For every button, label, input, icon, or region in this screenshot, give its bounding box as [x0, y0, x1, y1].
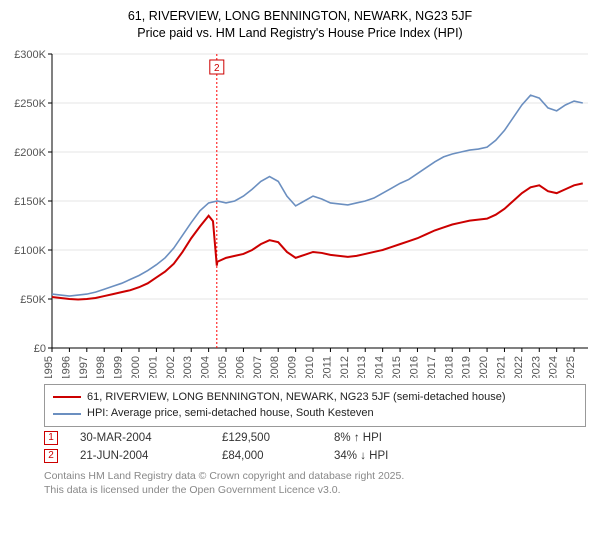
- x-tick-label: 2015: [391, 356, 403, 378]
- x-tick-label: 2009: [287, 356, 299, 378]
- x-tick-label: 2003: [182, 356, 194, 378]
- x-tick-label: 2011: [321, 356, 333, 378]
- x-tick-label: 2008: [269, 356, 281, 378]
- y-tick-label: £0: [34, 343, 46, 355]
- sale-delta: 8% ↑ HPI: [334, 432, 382, 444]
- x-tick-label: 2016: [408, 356, 420, 378]
- x-tick-label: 2020: [478, 356, 490, 378]
- sales-table: 1 30-MAR-2004 £129,500 8% ↑ HPI 2 21-JUN-2004…: [44, 431, 586, 463]
- x-tick-label: 2010: [304, 356, 316, 378]
- series-hpi: [52, 95, 583, 296]
- x-tick-label: 2025: [565, 356, 577, 378]
- legend-label: HPI: Average price, semi-detached house,…: [87, 405, 374, 422]
- sale-marker: 1: [44, 431, 58, 445]
- x-tick-label: 2013: [356, 356, 368, 378]
- legend-label: 61, RIVERVIEW, LONG BENNINGTON, NEWARK, …: [87, 389, 506, 406]
- y-tick-label: £300K: [14, 49, 46, 61]
- chart-title: 61, RIVERVIEW, LONG BENNINGTON, NEWARK, …: [4, 8, 596, 42]
- x-tick-label: 2012: [339, 356, 351, 378]
- sale-marker: 2: [44, 449, 58, 463]
- title-line1: 61, RIVERVIEW, LONG BENNINGTON, NEWARK, …: [4, 8, 596, 25]
- sale-delta: 34% ↓ HPI: [334, 450, 388, 462]
- footer-line2: This data is licensed under the Open Gov…: [44, 483, 586, 497]
- y-tick-label: £150K: [14, 196, 46, 208]
- x-tick-label: 2000: [130, 356, 142, 378]
- sale-row: 1 30-MAR-2004 £129,500 8% ↑ HPI: [44, 431, 586, 445]
- x-tick-label: 1995: [43, 356, 55, 378]
- sale-date: 30-MAR-2004: [80, 432, 200, 444]
- x-tick-label: 2017: [426, 356, 438, 378]
- y-tick-label: £250K: [14, 98, 46, 110]
- legend-item: HPI: Average price, semi-detached house,…: [53, 405, 577, 422]
- sale-price: £129,500: [222, 432, 312, 444]
- legend-swatch: [53, 413, 81, 415]
- chart-svg: £0 £50K £100K £150K £200K £250K £300K 1995 1996 1…: [8, 48, 592, 378]
- x-tick-label: 2002: [165, 356, 177, 378]
- chart: £0 £50K £100K £150K £200K £250K £300K 1995 1996 1…: [8, 48, 592, 378]
- footer-line1: Contains HM Land Registry data © Crown c…: [44, 469, 586, 483]
- sale-date: 21-JUN-2004: [80, 450, 200, 462]
- x-tick-label: 2005: [217, 356, 229, 378]
- x-tick-label: 2001: [147, 356, 159, 378]
- x-tick-label: 2021: [495, 356, 507, 378]
- sale-price: £84,000: [222, 450, 312, 462]
- x-tick-label: 2007: [252, 356, 264, 378]
- x-tick-label: 2019: [461, 356, 473, 378]
- x-tick-label: 2018: [443, 356, 455, 378]
- x-tick-label: 2014: [374, 356, 386, 378]
- marker-label: 2: [214, 63, 220, 74]
- y-tick-label: £50K: [20, 294, 46, 306]
- x-tick-label: 1996: [60, 356, 72, 378]
- footer: Contains HM Land Registry data © Crown c…: [44, 469, 586, 497]
- title-line2: Price paid vs. HM Land Registry's House …: [4, 25, 596, 42]
- legend: 61, RIVERVIEW, LONG BENNINGTON, NEWARK, …: [44, 384, 586, 427]
- y-tick-label: £100K: [14, 245, 46, 257]
- x-tick-label: 1998: [95, 356, 107, 378]
- legend-swatch: [53, 396, 81, 398]
- sale-row: 2 21-JUN-2004 £84,000 34% ↓ HPI: [44, 449, 586, 463]
- x-tick-label: 2006: [234, 356, 246, 378]
- x-tick-label: 2023: [530, 356, 542, 378]
- x-tick-label: 1999: [113, 356, 125, 378]
- y-tick-label: £200K: [14, 147, 46, 159]
- legend-item: 61, RIVERVIEW, LONG BENNINGTON, NEWARK, …: [53, 389, 577, 406]
- x-tick-label: 2024: [548, 356, 560, 378]
- x-tick-label: 2022: [513, 356, 525, 378]
- x-tick-label: 2004: [200, 356, 212, 378]
- x-tick-label: 1997: [78, 356, 90, 378]
